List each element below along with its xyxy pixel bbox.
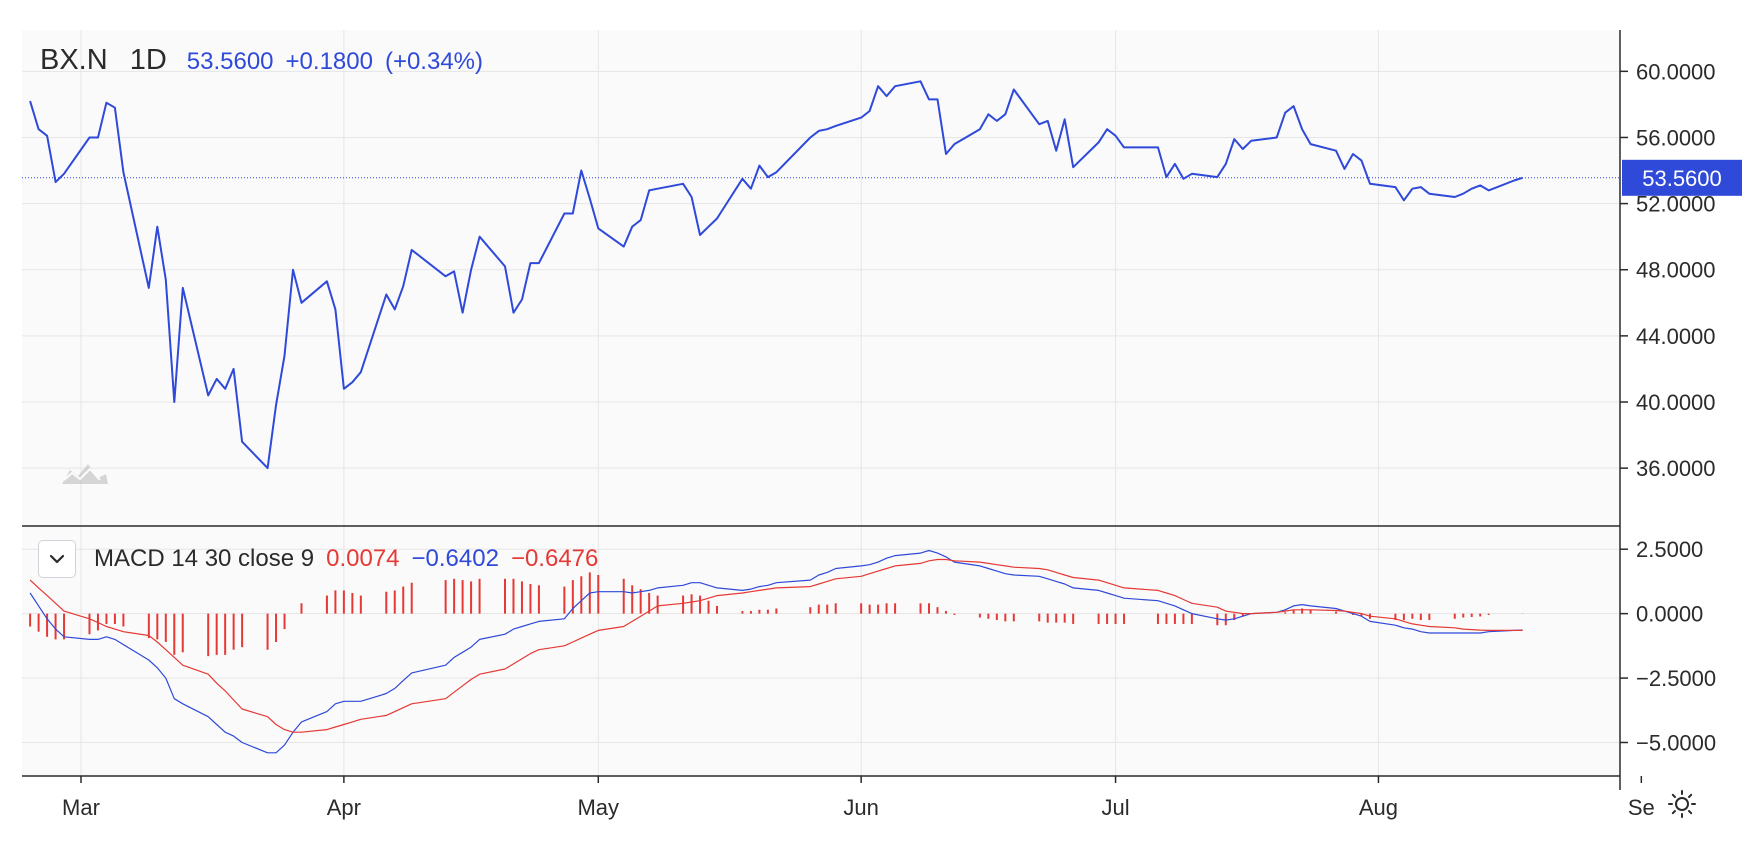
settings-button[interactable] <box>1664 786 1700 822</box>
change-percent-label: (+0.34%) <box>384 48 484 75</box>
macd-collapse-button[interactable] <box>38 540 76 578</box>
macd-signal-value: −0.6476 <box>510 545 599 572</box>
price-legend: BX.N 1D 53.5600 +0.1800 (+0.34%) <box>40 44 495 77</box>
watermark-logo <box>62 464 108 484</box>
macd-y-tick-label: 0.0000 <box>1636 602 1703 627</box>
series-layer <box>22 80 1620 754</box>
macd-pane-background <box>22 526 1620 776</box>
grid-layer <box>22 30 1620 776</box>
macd-y-tick-label: −5.0000 <box>1636 730 1716 755</box>
last-price-label: 53.5600 <box>186 48 274 75</box>
price-tag-label: 53.5600 <box>1642 166 1722 191</box>
change-label: +0.1800 <box>285 48 373 75</box>
price-line[interactable] <box>29 80 1523 470</box>
price-pane-background <box>22 30 1620 526</box>
x-tick-label: May <box>577 795 619 820</box>
y-tick-label: 56.0000 <box>1636 125 1716 150</box>
macd-signal-line[interactable] <box>29 558 1523 733</box>
y-tick-label: 40.0000 <box>1636 390 1716 415</box>
label-layer: Mar Apr May Jun Jul Aug Se60.000056.000052.000… <box>62 59 1742 820</box>
x-tick-label: Jun <box>843 795 878 820</box>
macd-line-value: −0.6402 <box>411 545 499 572</box>
macd-histogram-value: 0.0074 <box>326 545 400 572</box>
macd-y-tick-label: 2.5000 <box>1636 537 1703 562</box>
macd-line[interactable] <box>29 549 1523 754</box>
x-tick-label: Se <box>1628 795 1655 820</box>
y-tick-label: 48.0000 <box>1636 258 1716 283</box>
macd-y-tick-label: −2.5000 <box>1636 666 1716 691</box>
symbol-label[interactable]: BX.N <box>40 44 108 76</box>
interval-label[interactable]: 1D <box>129 44 167 76</box>
x-tick-label: Mar <box>62 795 100 820</box>
macd-title: MACD 14 30 close 9 <box>94 545 315 572</box>
chevron-down-icon <box>49 554 65 564</box>
price-tag-background <box>1622 159 1742 196</box>
y-tick-label: 44.0000 <box>1636 324 1716 349</box>
x-tick-label: Jul <box>1101 795 1129 820</box>
axis-layer <box>80 70 1643 783</box>
x-tick-label: Apr <box>327 795 361 820</box>
macd-legend: MACD 14 30 close 9 0.0074 −0.6402 −0.647… <box>38 540 610 578</box>
y-tick-label: 60.0000 <box>1636 59 1716 84</box>
y-tick-label: 36.0000 <box>1636 456 1716 481</box>
sun-icon <box>1668 790 1696 818</box>
x-tick-label: Aug <box>1359 795 1398 820</box>
